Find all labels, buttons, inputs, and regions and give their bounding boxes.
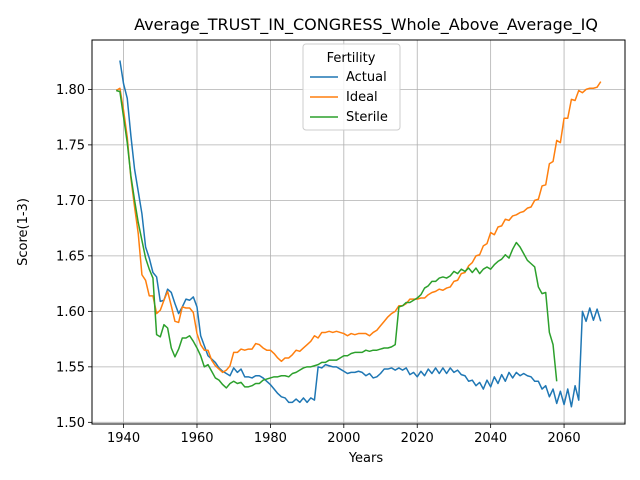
y-tick-label: 1.60 bbox=[56, 305, 85, 320]
x-tick-label: 2040 bbox=[474, 431, 507, 446]
legend-entries: Actual Ideal Sterile bbox=[310, 70, 388, 125]
x-tick-label: 2000 bbox=[327, 431, 360, 446]
x-tick-label: 1940 bbox=[107, 431, 140, 446]
y-tick-label: 1.80 bbox=[56, 83, 85, 98]
x-axis-label: Years bbox=[348, 451, 384, 466]
series-line-sterile bbox=[116, 89, 558, 389]
y-tick-label: 1.65 bbox=[56, 249, 85, 264]
series-layer bbox=[115, 60, 602, 408]
legend-label-sterile: Sterile bbox=[346, 110, 388, 125]
y-tick-label: 1.70 bbox=[56, 194, 85, 209]
x-tick-label: 2060 bbox=[548, 431, 581, 446]
legend-label-ideal: Ideal bbox=[346, 90, 378, 105]
y-tick-label: 1.55 bbox=[56, 360, 85, 375]
series-line-ideal bbox=[115, 81, 602, 374]
legend-box bbox=[302, 43, 401, 131]
y-tick-label: 1.50 bbox=[56, 416, 85, 431]
x-tick-label: 1960 bbox=[180, 431, 213, 446]
x-tick-label: 1980 bbox=[254, 431, 287, 446]
legend-label-actual: Actual bbox=[346, 70, 387, 85]
plot-area-frame bbox=[91, 39, 626, 425]
x-axis: 1940 1960 1980 2000 2020 2040 2060 bbox=[107, 424, 581, 446]
chart-title: Average_TRUST_IN_CONGRESS_Whole_Above_Av… bbox=[134, 15, 598, 35]
x-tick-label: 2020 bbox=[401, 431, 434, 446]
y-axis: 1.50 1.55 1.60 1.65 1.70 1.75 1.80 bbox=[56, 83, 92, 431]
legend: Fertility Actual Ideal Sterile bbox=[302, 43, 401, 131]
y-tick-label: 1.75 bbox=[56, 138, 85, 153]
legend-title: Fertility bbox=[327, 51, 376, 66]
series-line-actual bbox=[119, 60, 602, 408]
y-axis-label: Score(1-3) bbox=[16, 198, 31, 266]
